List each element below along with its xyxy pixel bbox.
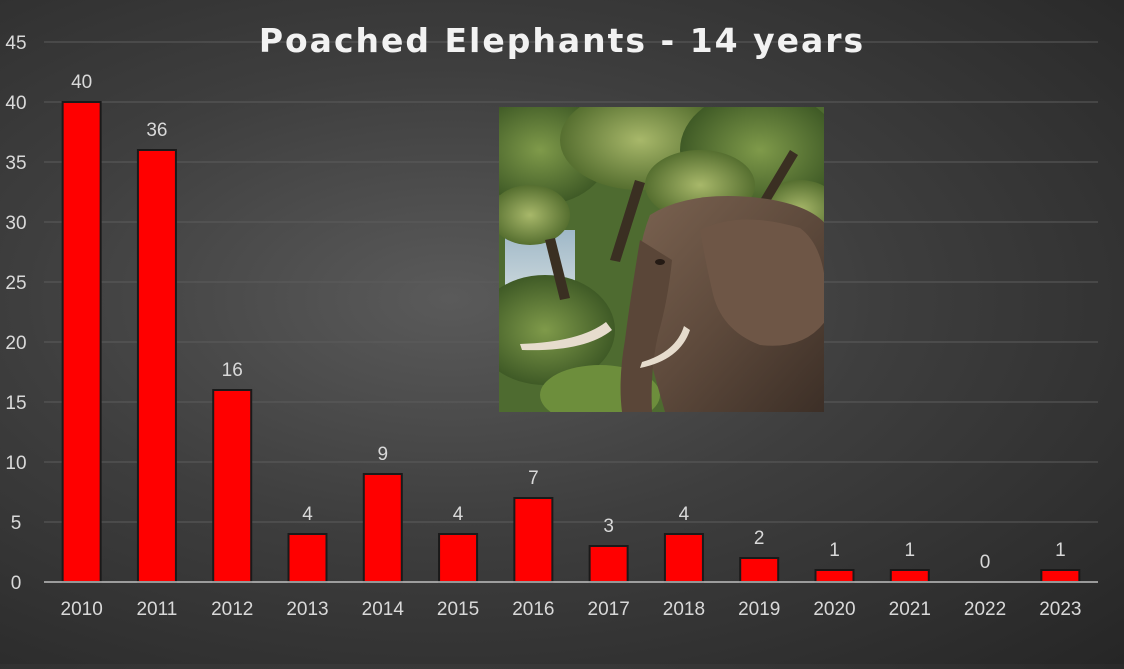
data-label-2018: 4 xyxy=(679,504,690,525)
bar-2016 xyxy=(513,497,554,583)
x-tick-label: 2016 xyxy=(512,599,554,620)
bar-2010 xyxy=(61,101,102,583)
elephant-photo xyxy=(499,107,824,412)
x-tick-label: 2019 xyxy=(738,599,780,620)
bar-2020 xyxy=(814,569,855,583)
x-tick-label: 2023 xyxy=(1039,599,1081,620)
data-label-2017: 3 xyxy=(603,516,614,537)
x-tick-label: 2014 xyxy=(362,599,405,620)
bar-2021 xyxy=(889,569,930,583)
data-label-2020: 1 xyxy=(829,540,840,561)
x-tick-label: 2015 xyxy=(437,599,479,620)
y-tick-label: 45 xyxy=(5,33,26,54)
bar-2018 xyxy=(663,533,704,583)
x-tick-label: 2012 xyxy=(211,599,253,620)
bar-2019 xyxy=(739,557,780,583)
bar-2017 xyxy=(588,545,629,583)
bar-2013 xyxy=(287,533,328,583)
bar-2015 xyxy=(438,533,479,583)
data-label-2011: 36 xyxy=(146,120,167,141)
y-tick-label: 40 xyxy=(5,93,26,114)
y-tick-label: 20 xyxy=(5,333,26,354)
y-tick-label: 35 xyxy=(5,153,26,174)
data-label-2023: 1 xyxy=(1055,540,1066,561)
bars xyxy=(61,101,1081,583)
y-tick-label: 5 xyxy=(11,513,22,534)
x-tick-label: 2017 xyxy=(588,599,630,620)
x-tick-label: 2011 xyxy=(136,599,177,620)
data-label-2012: 16 xyxy=(222,360,243,381)
data-label-2013: 4 xyxy=(302,504,313,525)
data-label-2015: 4 xyxy=(453,504,464,525)
chart-title: Poached Elephants - 14 years xyxy=(259,21,865,60)
y-axis: 0 5 10 15 20 25 30 35 40 45 xyxy=(5,33,26,594)
y-tick-label: 10 xyxy=(5,453,26,474)
x-tick-label: 2018 xyxy=(663,599,705,620)
x-tick-label: 2020 xyxy=(813,599,855,620)
x-tick-label: 2022 xyxy=(964,599,1006,620)
data-label-2019: 2 xyxy=(754,528,765,549)
bar-2014 xyxy=(362,473,403,583)
bar-2012 xyxy=(212,389,253,583)
y-tick-label: 30 xyxy=(5,213,26,234)
data-labels: 40 36 16 4 9 4 7 3 4 2 1 1 0 1 xyxy=(71,72,1066,573)
y-tick-label: 15 xyxy=(5,393,26,414)
x-tick-label: 2013 xyxy=(286,599,328,620)
data-label-2021: 1 xyxy=(904,540,915,561)
y-tick-label: 25 xyxy=(5,273,26,294)
x-axis: 2010 2011 2012 2013 2014 2015 2016 2017 2018 2019… xyxy=(44,581,1098,620)
data-label-2014: 9 xyxy=(377,444,388,465)
data-label-2016: 7 xyxy=(528,468,539,489)
bar-2023 xyxy=(1040,569,1081,583)
data-label-2022: 0 xyxy=(980,552,991,573)
bar-2011 xyxy=(136,149,177,583)
x-tick-label: 2021 xyxy=(889,599,931,620)
y-tick-label: 0 xyxy=(11,573,22,594)
data-label-2010: 40 xyxy=(71,72,92,93)
x-tick-label: 2010 xyxy=(61,599,103,620)
